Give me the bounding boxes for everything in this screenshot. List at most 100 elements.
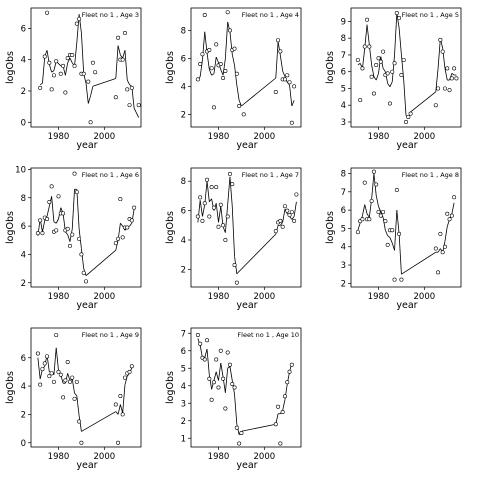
observation-point [360,66,365,71]
observation-point [367,217,372,222]
fit-line-segment [289,84,293,107]
y-tick-label: 3 [341,118,346,128]
observation-point [42,361,47,366]
observation-point [397,231,402,236]
observation-point [38,85,43,90]
observation-point [202,357,207,362]
y-tick-label: 8 [181,177,186,187]
observation-point [223,69,228,74]
observation-point [445,66,450,71]
fit-line-segment [389,237,393,244]
fit-line-segment [211,73,215,76]
x-tick-label: 1980 [208,292,230,302]
observation-point [118,197,123,202]
observation-point [362,180,367,185]
observation-point [51,73,56,78]
y-tick-label: 6 [341,206,346,216]
fit-line-segment [55,347,59,371]
observation-point [385,71,390,76]
observation-point [79,252,84,257]
fit-line-segment [391,54,395,82]
x-tick-label: 1980 [208,452,230,462]
observation-point [273,229,278,234]
fit-line-segment [234,394,238,425]
fit-line-segment [67,57,71,63]
observation-point [452,195,457,200]
observation-point [221,223,226,228]
observation-point [282,77,287,82]
observation-point [385,242,390,247]
fit-line-segment [90,86,94,96]
y-axis-label: logObs [5,51,16,84]
chart-panel-3: Fleet no 1 , Age 5 1980 2000 3 4 5 6 7 8 9 year log… [325,7,462,151]
observation-point [209,397,214,402]
x-tick-label: 1980 [368,292,390,302]
x-tick-label: 1980 [48,132,70,142]
y-tick-label: 0 [21,118,26,128]
observation-point [198,61,203,66]
fit-line-segment [224,21,229,59]
observation-point [397,16,402,21]
fit-line-segment [51,70,55,73]
fit-line-segment [69,57,73,63]
observation-point [447,217,452,222]
fit-line-segment [378,56,382,74]
observation-point [202,201,207,206]
chart-panel-6: Fleet no 1 , Age 8 1980 2000 2 3 4 5 6 7 8 year log… [325,167,462,311]
observation-point [40,231,45,236]
fit-line-segment [357,62,361,66]
observation-point [195,214,200,219]
observation-point [125,225,130,230]
panel-title: Fleet no 1 , Age 9 [82,331,139,339]
observation-point [120,235,125,240]
fit-line-segment [115,240,119,251]
observation-point [200,218,205,223]
observation-point [294,192,299,197]
observation-point [84,279,89,284]
observation-point [61,63,66,68]
plot-frame [350,167,462,288]
y-tick-label: 4 [181,236,186,246]
observation-point [129,364,134,369]
observation-point [276,38,281,43]
observation-point [278,218,283,223]
chart-panel-2: Fleet no 1 , Age 4 1980 2000 2 4 6 8 year logObs [165,7,302,151]
fit-line-segment [122,384,126,414]
y-tick-label: 4 [181,382,186,392]
observation-point [399,277,404,282]
panel-title: Fleet no 1 , Age 8 [402,171,459,179]
fit-line-segment [199,200,203,217]
fit-line-segment [394,13,398,55]
fit-line-segment [282,399,286,411]
observation-point [390,69,395,74]
observation-point [369,74,374,79]
observation-point [65,226,70,231]
observation-point [214,185,219,190]
observation-point [198,341,203,346]
x-axis-label: year [236,140,257,151]
observation-point [234,280,239,285]
y-tick-label: 7 [341,51,346,61]
fit-line-segment [231,206,235,257]
chart-panel-5: Fleet no 1 , Age 7 1980 2000 2 4 6 8 year logObs [165,167,302,311]
fit-line-segment [231,54,235,66]
fit-line-segment [277,41,281,56]
fit-line-segment [371,64,375,77]
fit-line-segment [373,76,377,81]
observation-point [289,120,294,125]
fit-line-segment [81,33,85,74]
fit-line-segment [71,378,75,394]
observation-point [292,84,297,89]
fit-line-segment [42,56,46,84]
fit-line-segment [362,204,366,216]
observation-point [230,182,235,187]
plot-frame [350,7,462,128]
x-tick-label: 1980 [48,292,70,302]
observation-point [65,56,70,61]
observation-point [47,200,52,205]
fit-line-segment [366,213,370,218]
observation-point [399,73,404,78]
y-tick-label: 4 [341,101,346,111]
observation-point [67,243,72,248]
fit-line-segment [64,62,69,76]
